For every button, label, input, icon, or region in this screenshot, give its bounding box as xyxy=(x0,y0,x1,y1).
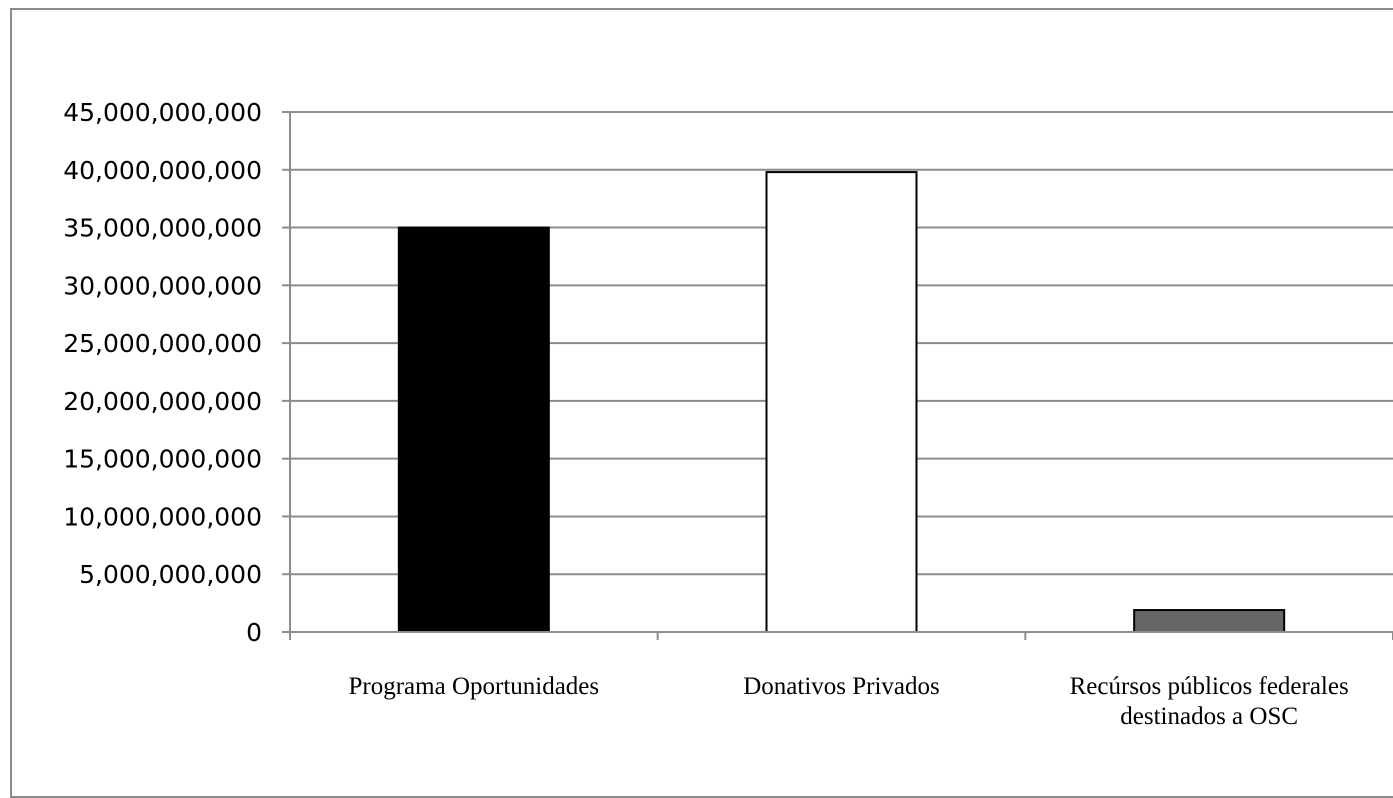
y-tick-label: 30,000,000,000 xyxy=(63,271,262,300)
y-tick-label: 45,000,000,000 xyxy=(63,98,262,127)
bar xyxy=(1133,609,1286,633)
x-tick-label: destinados a OSC xyxy=(1120,703,1298,730)
bars xyxy=(397,171,1286,634)
y-axis-tick-labels: 0 5,000,000,000 10,000,000,000 15,000,000,0… xyxy=(63,98,262,647)
y-tick-label: 35,000,000,000 xyxy=(63,214,262,243)
x-tick-label: Donativos Privados xyxy=(743,673,940,700)
y-tick-label: 15,000,000,000 xyxy=(63,445,262,474)
y-tick-label: 10,000,000,000 xyxy=(63,502,262,531)
bar xyxy=(765,171,918,633)
y-tick-label: 5,000,000,000 xyxy=(79,560,262,589)
x-tick-label: Recúrsos públicos federales xyxy=(1070,673,1349,700)
x-axis-tick-labels: Programa Oportunidades Donativos Privados… xyxy=(349,673,1349,730)
axes xyxy=(282,111,1393,640)
y-tick-label: 25,000,000,000 xyxy=(63,329,262,358)
y-tick-label: 20,000,000,000 xyxy=(63,387,262,416)
bar xyxy=(397,226,550,634)
y-tick-label: 0 xyxy=(246,618,262,647)
x-tick-label: Programa Oportunidades xyxy=(349,673,600,700)
y-tick-label: 40,000,000,000 xyxy=(63,156,262,185)
